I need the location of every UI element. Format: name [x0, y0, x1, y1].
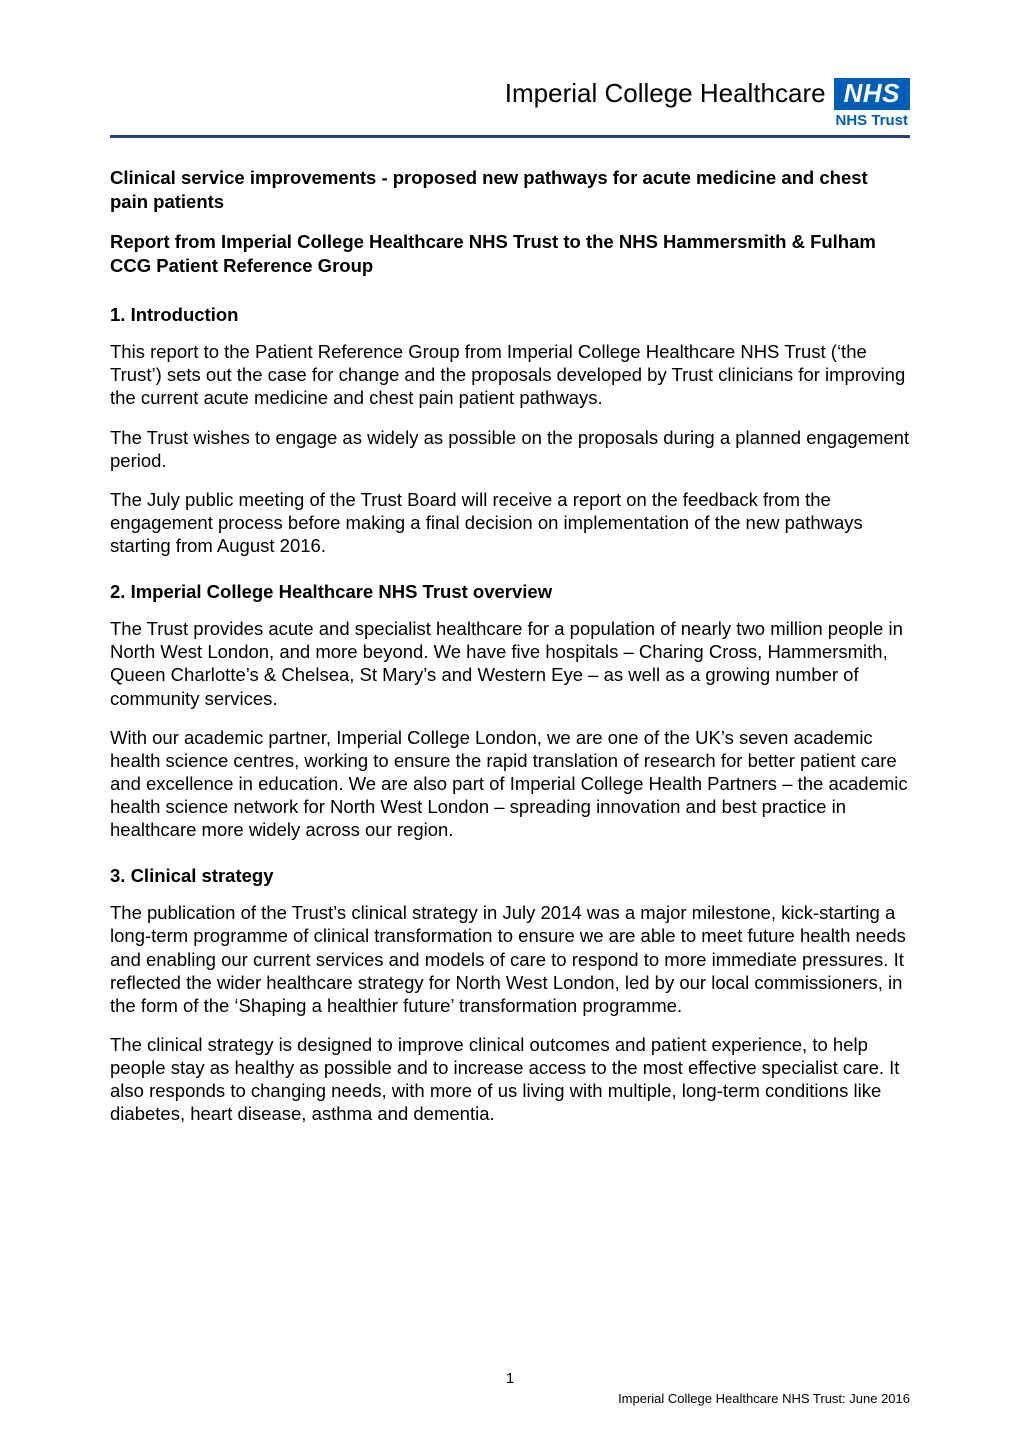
- brand-subtext: NHS Trust: [835, 112, 908, 129]
- brand-top: Imperial College Healthcare NHS: [505, 78, 910, 110]
- nhs-lozenge-icon: NHS: [834, 78, 910, 110]
- section-head: 3. Clinical strategy: [110, 865, 910, 887]
- section-head: 2. Imperial College Healthcare NHS Trust…: [110, 581, 910, 603]
- body-paragraph: The Trust provides acute and specialist …: [110, 617, 910, 710]
- header-divider: [110, 135, 910, 138]
- section-head: 1. Introduction: [110, 304, 910, 326]
- brand-text: Imperial College Healthcare: [505, 78, 826, 109]
- body-paragraph: With our academic partner, Imperial Coll…: [110, 726, 910, 842]
- page-number: 1: [110, 1370, 910, 1387]
- body-paragraph: The Trust wishes to engage as widely as …: [110, 426, 910, 472]
- footer: 1 Imperial College Healthcare NHS Trust:…: [110, 1370, 910, 1406]
- document-title: Clinical service improvements - proposed…: [110, 166, 910, 214]
- header: Imperial College Healthcare NHS NHS Trus…: [110, 78, 910, 129]
- footer-right-text: Imperial College Healthcare NHS Trust: J…: [110, 1391, 910, 1406]
- document-subtitle: Report from Imperial College Healthcare …: [110, 230, 910, 278]
- body-paragraph: The publication of the Trust’s clinical …: [110, 901, 910, 1017]
- brand-block: Imperial College Healthcare NHS NHS Trus…: [505, 78, 910, 129]
- body-paragraph: The clinical strategy is designed to imp…: [110, 1033, 910, 1126]
- body-paragraph: The July public meeting of the Trust Boa…: [110, 488, 910, 557]
- body-paragraph: This report to the Patient Reference Gro…: [110, 340, 910, 409]
- document-page: Imperial College Healthcare NHS NHS Trus…: [0, 0, 1020, 1442]
